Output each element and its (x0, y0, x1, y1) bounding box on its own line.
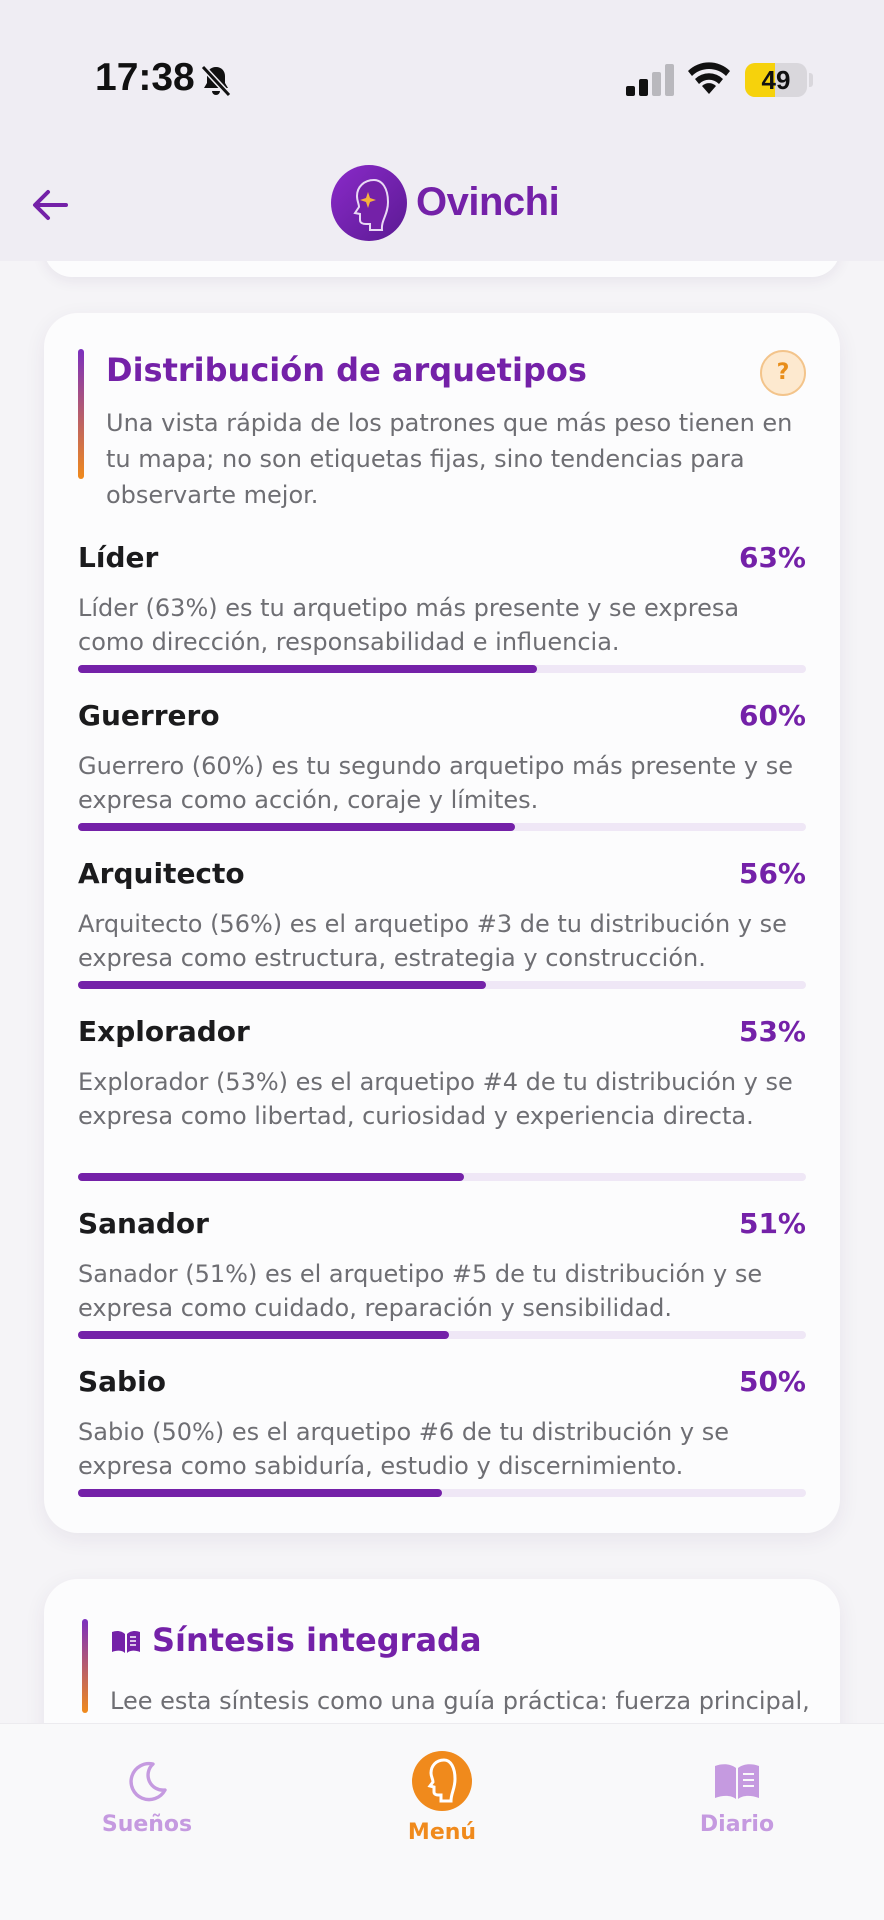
archetype-item: Arquitecto 56% Arquitecto (56%) es el ar… (78, 857, 806, 989)
archetype-description: Líder (63%) es tu arquetipo más presente… (78, 594, 740, 656)
archetype-bar-fill (78, 665, 537, 673)
battery-tip (809, 73, 813, 87)
bell-off-icon (200, 64, 232, 98)
archetype-bar-track (78, 665, 806, 673)
archetype-bar-track (78, 1331, 806, 1339)
archetype-description: Sanador (51%) es el arquetipo #5 de tu d… (78, 1260, 763, 1322)
archetype-percent: 63% (738, 541, 806, 574)
content-scroll[interactable]: Distribución de arquetipos ? Una vista r… (0, 261, 884, 1723)
book-open-icon (112, 1630, 140, 1653)
card-accent-bar (82, 1619, 88, 1713)
wifi-icon (688, 62, 730, 94)
card-title: Distribución de arquetipos (106, 351, 587, 389)
moon-icon (129, 1761, 167, 1802)
archetype-percent: 56% (738, 857, 806, 890)
archetype-percent: 53% (738, 1015, 806, 1048)
archetype-percent: 50% (738, 1365, 806, 1398)
help-button[interactable]: ? (760, 350, 806, 396)
tab-label: Diario (699, 1812, 775, 1837)
status-bar: 17:38 49 (0, 0, 884, 150)
tab-suenos[interactable]: Sueños (67, 1750, 227, 1870)
tab-label: Menú (407, 1820, 477, 1845)
battery-indicator: 49 (745, 63, 807, 97)
archetype-bar-fill (78, 1489, 442, 1497)
archetype-distribution-card: Distribución de arquetipos ? Una vista r… (44, 313, 840, 1533)
tab-diario[interactable]: Diario (657, 1750, 817, 1870)
tab-menu[interactable]: Menú (362, 1750, 522, 1870)
integrated-synthesis-card: Síntesis integrada Lee esta síntesis com… (44, 1579, 840, 1723)
archetype-name: Guerrero (78, 699, 220, 732)
synthesis-description: Lee esta síntesis como una guía práctica… (110, 1687, 810, 1715)
logo-text: Ovinchi (416, 180, 560, 224)
battery-level: 49 (761, 65, 791, 95)
archetype-bar-track (78, 1173, 806, 1181)
status-time: 17:38 (95, 56, 195, 99)
archetype-name: Sabio (78, 1365, 166, 1398)
archetype-percent: 51% (738, 1207, 806, 1240)
archetype-item: Líder 63% Líder (63%) es tu arquetipo má… (78, 541, 806, 673)
archetype-name: Explorador (78, 1015, 250, 1048)
archetype-bar-fill (78, 981, 486, 989)
book-icon (715, 1764, 759, 1799)
previous-card (44, 261, 840, 277)
archetype-bar-track (78, 981, 806, 989)
battery-fill (745, 63, 776, 97)
archetype-item: Guerrero 60% Guerrero (60%) es tu segund… (78, 699, 806, 831)
ovinchi-face-icon (412, 1751, 472, 1811)
archetype-name: Líder (78, 541, 159, 574)
archetype-bar-track (78, 823, 806, 831)
archetype-name: Sanador (78, 1207, 209, 1240)
archetype-description: Sabio (50%) es el arquetipo #6 de tu dis… (78, 1418, 729, 1480)
archetype-bar-fill (78, 1173, 464, 1181)
archetype-item: Explorador 53% Explorador (53%) es el ar… (78, 1015, 806, 1181)
archetype-bar-fill (78, 1331, 450, 1339)
archetype-name: Arquitecto (78, 857, 245, 890)
archetype-description: Explorador (53%) es el arquetipo #4 de t… (78, 1068, 793, 1130)
bottom-tab-bar: Sueños Menú Diario (0, 1723, 884, 1920)
archetype-description: Arquitecto (56%) es el arquetipo #3 de t… (78, 910, 787, 972)
app-header: Ovinchi (0, 150, 884, 261)
tab-label: Sueños (101, 1812, 193, 1837)
synthesis-title: Síntesis integrada (152, 1621, 482, 1659)
card-description: Una vista rápida de los patrones que más… (106, 409, 793, 509)
card-accent-bar (78, 349, 84, 479)
archetype-bar-track (78, 1489, 806, 1497)
archetype-percent: 60% (738, 699, 806, 732)
archetype-bar-fill (78, 823, 515, 831)
ovinchi-logo-icon (331, 165, 407, 241)
cellular-signal-icon (626, 64, 674, 96)
archetype-item: Sanador 51% Sanador (51%) es el arquetip… (78, 1207, 806, 1339)
archetype-description: Guerrero (60%) es tu segundo arquetipo m… (78, 752, 794, 814)
archetype-item: Sabio 50% Sabio (50%) es el arquetipo #6… (78, 1365, 806, 1497)
back-arrow-icon[interactable] (26, 180, 76, 230)
